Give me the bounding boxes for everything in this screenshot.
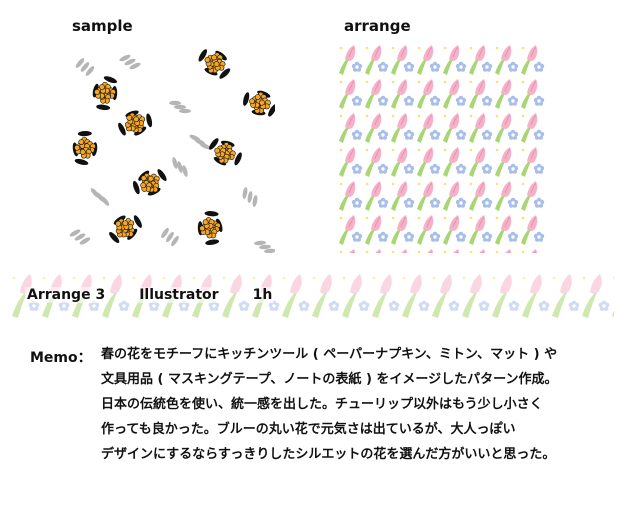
arrange-label: arrange <box>344 17 411 35</box>
memo-line: 作っても良かった。ブルーの丸い花で元気さは出ているが、大人っぽい <box>101 422 516 437</box>
pattern-band <box>10 270 614 320</box>
memo-line: デザインにするならすっきりしたシルエットの花を選んだ方がいいと思った。 <box>101 447 556 462</box>
sample-pattern-image <box>65 43 275 253</box>
arrange-pattern-image <box>337 43 547 253</box>
band-info: Arrange 3 Illustrator 1h <box>25 283 275 307</box>
duration: 1h <box>250 287 275 303</box>
tool-name: Illustrator <box>137 287 221 303</box>
memo-text: 春の花をモチーフにキッチンツール ( ペーパーナプキン、ミトン、マット ) や … <box>101 342 611 467</box>
memo-label: Memo： <box>30 350 92 366</box>
memo-line: 文具用品 ( マスキングテープ、ノートの表紙 ) をイメージしたパターン作成。 <box>101 372 558 387</box>
sample-label: sample <box>72 17 133 35</box>
floral-sample-icon <box>65 43 275 253</box>
arrange-title: Arrange 3 <box>25 287 108 303</box>
memo-line: 春の花をモチーフにキッチンツール ( ペーパーナプキン、ミトン、マット ) や <box>101 347 558 362</box>
memo-line: 日本の伝統色を使い、統一感を出した。チューリップ以外はもう少し小さく <box>101 397 543 412</box>
tulip-pattern-icon <box>337 43 547 253</box>
